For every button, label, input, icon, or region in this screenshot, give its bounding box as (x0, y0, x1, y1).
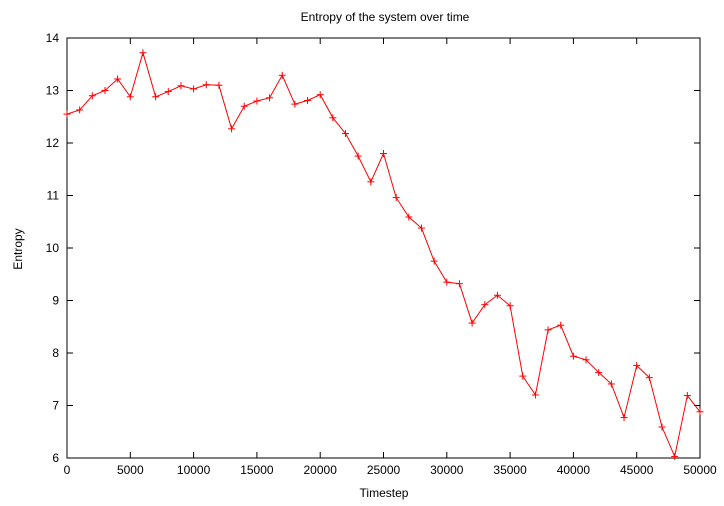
data-point (506, 302, 514, 310)
data-point (569, 352, 577, 360)
data-point (126, 93, 134, 101)
x-tick-label: 40000 (557, 463, 591, 477)
data-point (443, 278, 451, 286)
data-point (164, 88, 172, 96)
data-point (430, 257, 438, 265)
data-point (177, 82, 185, 90)
chart-title: Entropy of the system over time (301, 10, 470, 24)
y-tick-label: 11 (47, 189, 60, 203)
y-tick-label: 12 (46, 136, 60, 150)
data-point (215, 81, 223, 89)
y-axis-title: Entropy (11, 228, 25, 269)
data-point (683, 392, 691, 400)
data-point (671, 452, 679, 460)
data-point (240, 102, 248, 110)
data-point (304, 96, 312, 104)
data-point (645, 374, 653, 382)
data-point (228, 125, 236, 133)
data-point (468, 319, 476, 327)
data-point (190, 85, 198, 93)
y-tick-label: 6 (52, 451, 59, 465)
data-point (101, 87, 109, 94)
y-tick-label: 7 (52, 399, 59, 413)
data-point (367, 178, 375, 186)
plot-frame (66, 37, 701, 459)
data-point (76, 106, 84, 114)
data-point (607, 380, 615, 388)
data-point (493, 291, 501, 299)
data-point (582, 356, 590, 364)
data-point (139, 49, 147, 57)
x-axis-title: Timestep (360, 486, 409, 500)
x-tick-label: 10000 (177, 463, 211, 477)
x-tick-label: 25000 (367, 463, 401, 477)
data-point (417, 224, 425, 232)
data-point (595, 368, 603, 376)
data-point (291, 100, 299, 108)
data-point (380, 150, 387, 157)
x-tick-label: 30000 (430, 463, 464, 477)
series-layer (63, 49, 704, 460)
data-point (278, 71, 286, 79)
y-tick-label: 13 (46, 84, 60, 98)
data-point (633, 362, 641, 370)
data-point (316, 91, 324, 99)
y-tick-label: 9 (52, 294, 59, 308)
x-tick-label: 50000 (683, 463, 717, 477)
data-point (531, 391, 539, 399)
data-point (544, 326, 552, 334)
y-tick-label: 8 (52, 346, 59, 360)
y-tick-label: 14 (46, 31, 60, 45)
data-point (620, 414, 628, 422)
x-tick-label: 15000 (240, 463, 274, 477)
data-point (658, 423, 666, 431)
data-point (88, 92, 96, 100)
data-point (152, 93, 160, 101)
data-point (519, 372, 527, 380)
data-point (266, 94, 274, 102)
ticks-layer: 0 5000 10000 15000 20000 25000 30000 35000 40000… (46, 31, 717, 477)
data-point (481, 301, 489, 309)
x-tick-label: 5000 (117, 463, 144, 477)
data-point (342, 130, 350, 138)
data-point (354, 152, 362, 160)
x-tick-label: 20000 (304, 463, 338, 477)
data-point (405, 213, 413, 221)
data-point (329, 114, 337, 122)
x-tick-label: 0 (64, 463, 71, 477)
data-point (392, 194, 400, 202)
x-tick-label: 45000 (620, 463, 654, 477)
data-point (253, 97, 261, 105)
data-point (557, 321, 565, 329)
data-point (63, 110, 71, 118)
data-point (696, 408, 704, 416)
y-tick-label: 10 (46, 241, 60, 255)
data-point (114, 75, 122, 83)
x-tick-label: 35000 (493, 463, 527, 477)
data-point (455, 280, 463, 288)
series-line (66, 50, 701, 459)
data-point (202, 81, 210, 89)
